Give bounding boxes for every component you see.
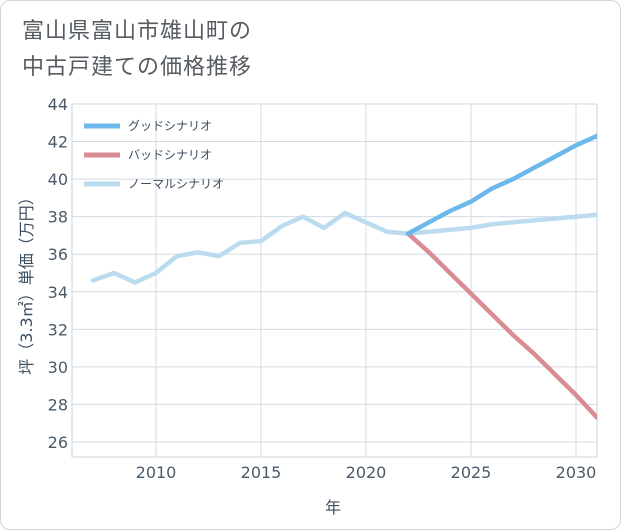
x-tick-label: 2030 [556, 463, 597, 482]
legend-label-1: バッドシナリオ [128, 148, 212, 162]
y-tick-label: 30 [48, 358, 68, 377]
y-tick-label: 40 [48, 170, 68, 189]
y-tick-label: 32 [48, 320, 68, 339]
grid [71, 103, 598, 458]
y-tick-label: 34 [48, 283, 68, 302]
legend-label-2: ノーマルシナリオ [128, 177, 224, 191]
x-tick-label: 2020 [346, 463, 387, 482]
x-tick-label: 2025 [451, 463, 492, 482]
legend-label-0: グッドシナリオ [128, 119, 212, 133]
x-tick-label: 2015 [241, 463, 282, 482]
series-line-1 [405, 231, 597, 420]
chart-title: 富山県富山市雄山町の 中古戸建ての価格推移 [22, 14, 602, 86]
chart-title-line-2: 中古戸建ての価格推移 [22, 55, 253, 80]
y-tick-label: 44 [48, 95, 68, 114]
series-line-0 [405, 133, 597, 236]
y-tick-label: 26 [48, 433, 68, 452]
x-axis-title: 年 [325, 498, 341, 517]
chart-title-line-1: 富山県富山市雄山町の [22, 19, 253, 44]
y-tick-label: 42 [48, 133, 68, 152]
tick-labels: 26 28 30 32 34 36 38 40 42 44 2010 2015 2020 2025 2030 [48, 95, 597, 482]
y-tick-label: 36 [48, 245, 68, 264]
y-axis-title: 坪（3.3㎡）単価（万円） [17, 189, 36, 374]
series-line-2 [90, 210, 597, 285]
x-tick-label: 2010 [136, 463, 177, 482]
series-lines [90, 133, 597, 420]
y-tick-label: 38 [48, 208, 68, 227]
y-tick-label: 28 [48, 395, 68, 414]
